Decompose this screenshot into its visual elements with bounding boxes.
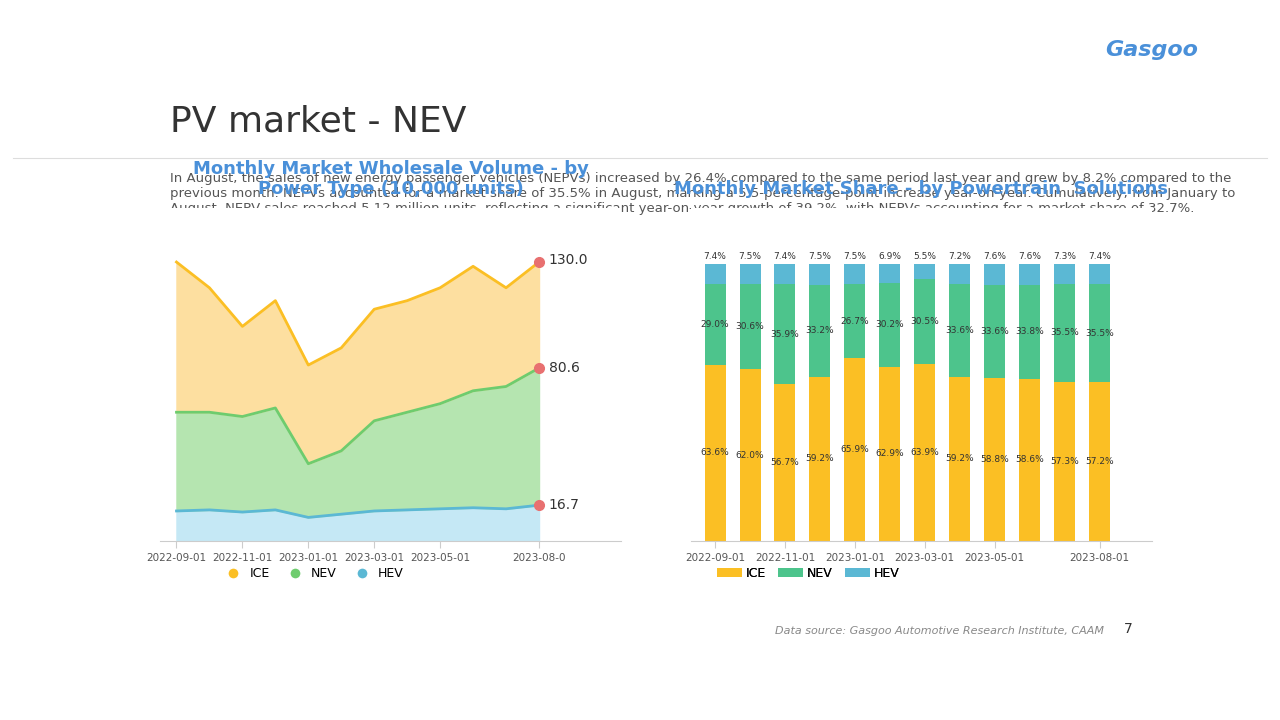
- Bar: [984, 264, 1005, 285]
- Bar: [845, 284, 865, 359]
- Bar: [1089, 264, 1110, 284]
- Text: 7.4%: 7.4%: [773, 252, 796, 261]
- Bar: [950, 377, 970, 541]
- Text: 59.2%: 59.2%: [946, 454, 974, 464]
- Text: 30.6%: 30.6%: [736, 323, 764, 331]
- Text: 30.2%: 30.2%: [876, 320, 904, 329]
- Text: 7.5%: 7.5%: [739, 252, 762, 261]
- Bar: [809, 285, 831, 377]
- Bar: [879, 283, 900, 366]
- Text: 58.6%: 58.6%: [1015, 455, 1044, 464]
- Bar: [914, 279, 936, 364]
- Text: 58.8%: 58.8%: [980, 455, 1009, 464]
- Bar: [914, 264, 936, 279]
- Text: Data source: Gasgoo Automotive Research Institute, CAAM: Data source: Gasgoo Automotive Research …: [776, 626, 1105, 636]
- Bar: [845, 359, 865, 541]
- Text: 63.6%: 63.6%: [700, 449, 730, 457]
- Text: 35.5%: 35.5%: [1085, 329, 1114, 338]
- Text: 33.6%: 33.6%: [980, 327, 1009, 336]
- Text: 57.2%: 57.2%: [1085, 457, 1114, 467]
- Text: 56.7%: 56.7%: [771, 458, 799, 467]
- Text: 130.0: 130.0: [549, 253, 589, 267]
- Bar: [704, 284, 726, 365]
- Text: 7.2%: 7.2%: [948, 252, 972, 261]
- Text: 62.9%: 62.9%: [876, 449, 904, 459]
- Text: 7.4%: 7.4%: [1088, 252, 1111, 261]
- Text: 80.6: 80.6: [549, 361, 580, 375]
- Text: 30.5%: 30.5%: [910, 317, 940, 326]
- Text: 35.9%: 35.9%: [771, 330, 799, 338]
- Bar: [809, 377, 831, 541]
- Text: 63.9%: 63.9%: [910, 448, 940, 457]
- Bar: [984, 285, 1005, 378]
- Text: 7.6%: 7.6%: [1018, 252, 1041, 261]
- Text: 33.8%: 33.8%: [1015, 327, 1044, 336]
- Bar: [1089, 382, 1110, 541]
- Bar: [1055, 264, 1075, 284]
- Bar: [1089, 284, 1110, 382]
- Text: 16.7: 16.7: [549, 498, 580, 512]
- Text: 7.6%: 7.6%: [983, 252, 1006, 261]
- Text: 62.0%: 62.0%: [736, 451, 764, 459]
- Bar: [704, 365, 726, 541]
- Bar: [950, 264, 970, 284]
- Text: 26.7%: 26.7%: [841, 317, 869, 326]
- Bar: [704, 264, 726, 284]
- Bar: [984, 378, 1005, 541]
- Text: 33.6%: 33.6%: [946, 326, 974, 335]
- Text: 65.9%: 65.9%: [841, 445, 869, 454]
- Text: 5.5%: 5.5%: [914, 252, 936, 261]
- Legend: ICE, NEV, HEV: ICE, NEV, HEV: [712, 562, 905, 585]
- Text: 35.5%: 35.5%: [1050, 328, 1079, 338]
- Bar: [774, 384, 795, 541]
- Bar: [1055, 284, 1075, 382]
- Text: 7.5%: 7.5%: [844, 252, 867, 261]
- Bar: [879, 264, 900, 283]
- Bar: [809, 264, 831, 285]
- Bar: [950, 284, 970, 377]
- Bar: [1019, 285, 1041, 379]
- Text: 7: 7: [1124, 622, 1132, 636]
- Bar: [774, 264, 795, 284]
- Text: 7.4%: 7.4%: [704, 252, 727, 261]
- Bar: [774, 284, 795, 384]
- Title: Monthly Market Wholesale Volume - by
Power Type (10,000 units): Monthly Market Wholesale Volume - by Pow…: [193, 160, 589, 199]
- Text: 29.0%: 29.0%: [700, 320, 730, 329]
- Text: PV market - NEV: PV market - NEV: [170, 104, 466, 139]
- Text: Gasgoo: Gasgoo: [1106, 40, 1198, 60]
- Bar: [879, 366, 900, 541]
- Text: 33.2%: 33.2%: [805, 326, 835, 336]
- Text: 7.3%: 7.3%: [1053, 252, 1076, 261]
- Title: Monthly Market Share - by Powertrain  Solutions: Monthly Market Share - by Powertrain Sol…: [675, 181, 1169, 199]
- Bar: [740, 369, 760, 541]
- Text: In August, the sales of new energy passenger vehicles (NEPVs) increased by 26.4%: In August, the sales of new energy passe…: [170, 172, 1235, 215]
- Bar: [740, 284, 760, 369]
- Text: 6.9%: 6.9%: [878, 252, 901, 261]
- Bar: [1019, 264, 1041, 285]
- Text: 7.5%: 7.5%: [809, 252, 832, 261]
- Bar: [845, 264, 865, 284]
- Bar: [740, 264, 760, 284]
- Bar: [1055, 382, 1075, 541]
- Bar: [914, 364, 936, 541]
- Text: 57.3%: 57.3%: [1050, 457, 1079, 466]
- Text: 59.2%: 59.2%: [805, 454, 835, 464]
- Bar: [1019, 379, 1041, 541]
